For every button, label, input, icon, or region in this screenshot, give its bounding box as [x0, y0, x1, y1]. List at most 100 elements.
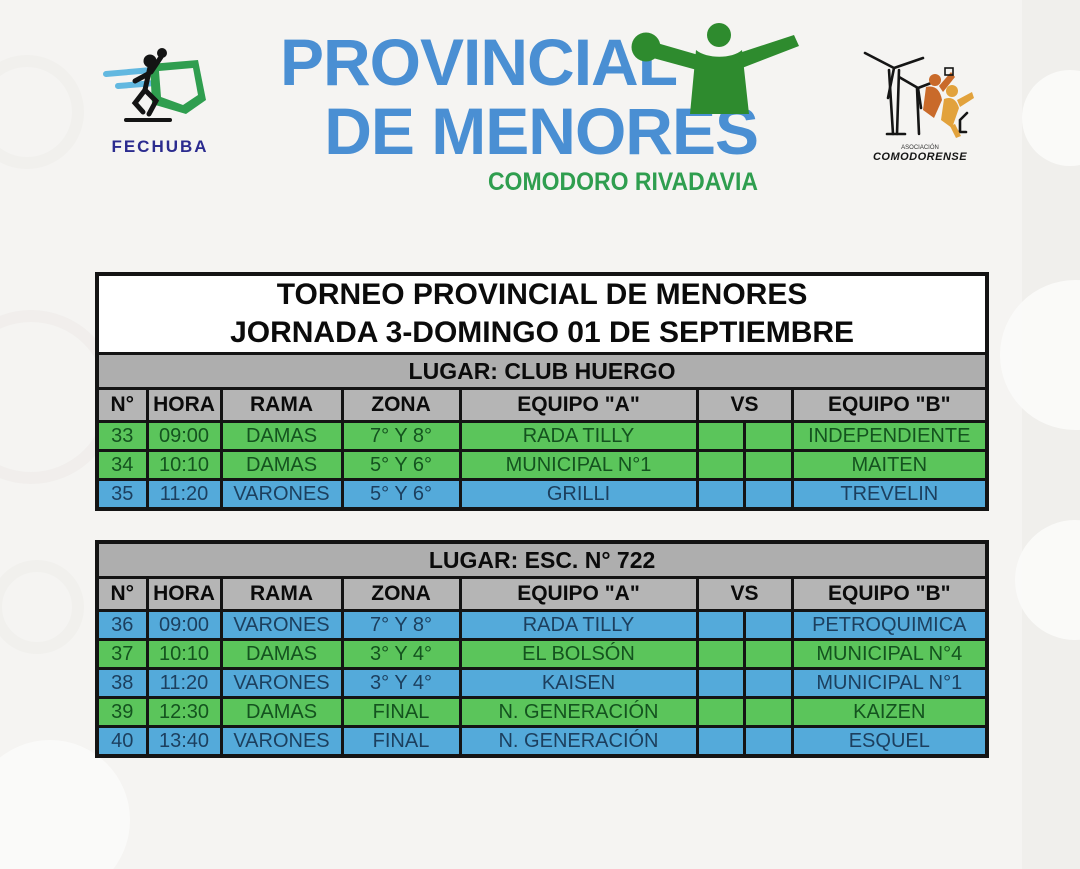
match-rama: DAMAS [219, 696, 344, 728]
col-numero: N° [95, 576, 149, 612]
tournament-title: TORNEO PROVINCIAL DE MENORES JORNADA 3-D… [95, 272, 989, 355]
tournament-title-line2: JORNADA 3-DOMINGO 01 DE SEPTIEMBRE [230, 316, 855, 349]
match-rama: DAMAS [219, 420, 344, 452]
fechuba-logo-label: FECHUBA [111, 137, 209, 156]
team-b: MUNICIPAL N°4 [790, 638, 989, 670]
venue-label: LUGAR: CLUB HUERGO [95, 352, 989, 390]
match-row: 33 09:00 DAMAS 7° Y 8° RADA TILLY INDEPE… [95, 420, 989, 452]
team-b: MUNICIPAL N°1 [790, 667, 989, 699]
team-a: KAISEN [458, 667, 699, 699]
match-zona: 7° Y 8° [340, 609, 462, 641]
title-line-2: DE MENORES [324, 94, 759, 168]
schedule-table-esc-722: LUGAR: ESC. N° 722 N° HORA RAMA ZONA EQU… [95, 540, 990, 758]
col-hora: HORA [145, 576, 223, 612]
match-number: 34 [95, 449, 149, 481]
match-zona: 7° Y 8° [340, 420, 462, 452]
match-time: 09:00 [145, 609, 223, 641]
col-rama: RAMA [219, 576, 344, 612]
match-rama: VARONES [219, 667, 344, 699]
match-zona: 5° Y 6° [340, 449, 462, 481]
score-cell-b [742, 725, 794, 758]
team-b: TREVELIN [790, 478, 989, 511]
team-a: N. GENERACIÓN [458, 725, 699, 758]
match-time: 10:10 [145, 449, 223, 481]
match-number: 37 [95, 638, 149, 670]
match-time: 11:20 [145, 478, 223, 511]
col-equipo-b: EQUIPO "B" [790, 576, 989, 612]
col-zona: ZONA [340, 576, 462, 612]
handball-player-icon [622, 22, 802, 119]
watermark-blob [1022, 70, 1080, 166]
match-row: 34 10:10 DAMAS 5° Y 6° MUNICIPAL N°1 MAI… [95, 449, 989, 481]
col-numero: N° [95, 387, 149, 423]
watermark-ring [0, 55, 84, 169]
score-cell-b [742, 420, 794, 452]
score-cell-a [695, 449, 746, 481]
team-a: GRILLI [458, 478, 699, 511]
match-row: 37 10:10 DAMAS 3° Y 4° EL BOLSÓN MUNICIP… [95, 638, 989, 670]
score-cell-a [695, 725, 746, 758]
match-time: 13:40 [145, 725, 223, 758]
comodorense-logo: ASOCIACIÓN COMODORENSE [854, 50, 986, 163]
col-hora: HORA [145, 387, 223, 423]
team-a: EL BOLSÓN [458, 638, 699, 670]
team-a: RADA TILLY [458, 609, 699, 641]
team-b: PETROQUIMICA [790, 609, 989, 641]
table-title-row: TORNEO PROVINCIAL DE MENORES JORNADA 3-D… [95, 272, 989, 355]
match-time: 11:20 [145, 667, 223, 699]
title-line-1: PROVINCIAL [280, 25, 678, 99]
match-rama: DAMAS [219, 638, 344, 670]
match-time: 12:30 [145, 696, 223, 728]
score-cell-b [742, 449, 794, 481]
match-zona: 5° Y 6° [340, 478, 462, 511]
match-zona: FINAL [340, 725, 462, 758]
match-time: 10:10 [145, 638, 223, 670]
match-row: 39 12:30 DAMAS FINAL N. GENERACIÓN KAIZE… [95, 696, 989, 728]
score-cell-a [695, 696, 746, 728]
fechuba-logo: FECHUBA [96, 48, 224, 157]
match-number: 35 [95, 478, 149, 511]
score-cell-b [742, 667, 794, 699]
match-zona: FINAL [340, 696, 462, 728]
score-cell-a [695, 609, 746, 641]
watermark-blob [1000, 280, 1080, 430]
title-subtitle: COMODORO RIVADAVIA [487, 168, 758, 196]
score-cell-b [742, 638, 794, 670]
col-rama: RAMA [219, 387, 344, 423]
match-number: 33 [95, 420, 149, 452]
match-rama: VARONES [219, 609, 344, 641]
match-row: 40 13:40 VARONES FINAL N. GENERACIÓN ESQ… [95, 725, 989, 758]
column-header-row: N° HORA RAMA ZONA EQUIPO "A" VS EQUIPO "… [95, 576, 989, 612]
match-time: 09:00 [145, 420, 223, 452]
watermark-ring [0, 560, 84, 654]
team-a: RADA TILLY [458, 420, 699, 452]
match-zona: 3° Y 4° [340, 667, 462, 699]
score-cell-a [695, 420, 746, 452]
tournament-title-line1: TORNEO PROVINCIAL DE MENORES [276, 278, 808, 311]
score-cell-b [742, 478, 794, 511]
match-rama: DAMAS [219, 449, 344, 481]
column-header-row: N° HORA RAMA ZONA EQUIPO "A" VS EQUIPO "… [95, 387, 989, 423]
watermark-strip [1022, 0, 1080, 869]
team-b: KAIZEN [790, 696, 989, 728]
wind-turbine-players-icon [857, 51, 983, 146]
score-cell-b [742, 609, 794, 641]
comodorense-logo-subtext: ASOCIACIÓN [901, 145, 939, 151]
event-title: PROVINCIAL DE MENORES COMODORO RIVADAVIA [280, 25, 759, 197]
match-row: 36 09:00 VARONES 7° Y 8° RADA TILLY PETR… [95, 609, 989, 641]
team-b: ESQUEL [790, 725, 989, 758]
match-row: 35 11:20 VARONES 5° Y 6° GRILLI TREVELIN [95, 478, 989, 511]
team-b: INDEPENDIENTE [790, 420, 989, 452]
score-cell-a [695, 478, 746, 511]
match-rama: VARONES [219, 478, 344, 511]
match-number: 39 [95, 696, 149, 728]
team-b: MAITEN [790, 449, 989, 481]
col-zona: ZONA [340, 387, 462, 423]
match-row: 38 11:20 VARONES 3° Y 4° KAISEN MUNICIPA… [95, 667, 989, 699]
venue-label: LUGAR: ESC. N° 722 [95, 540, 989, 579]
col-vs: VS [695, 576, 794, 612]
match-number: 36 [95, 609, 149, 641]
team-a: N. GENERACIÓN [458, 696, 699, 728]
venue-row: LUGAR: ESC. N° 722 [95, 540, 989, 579]
